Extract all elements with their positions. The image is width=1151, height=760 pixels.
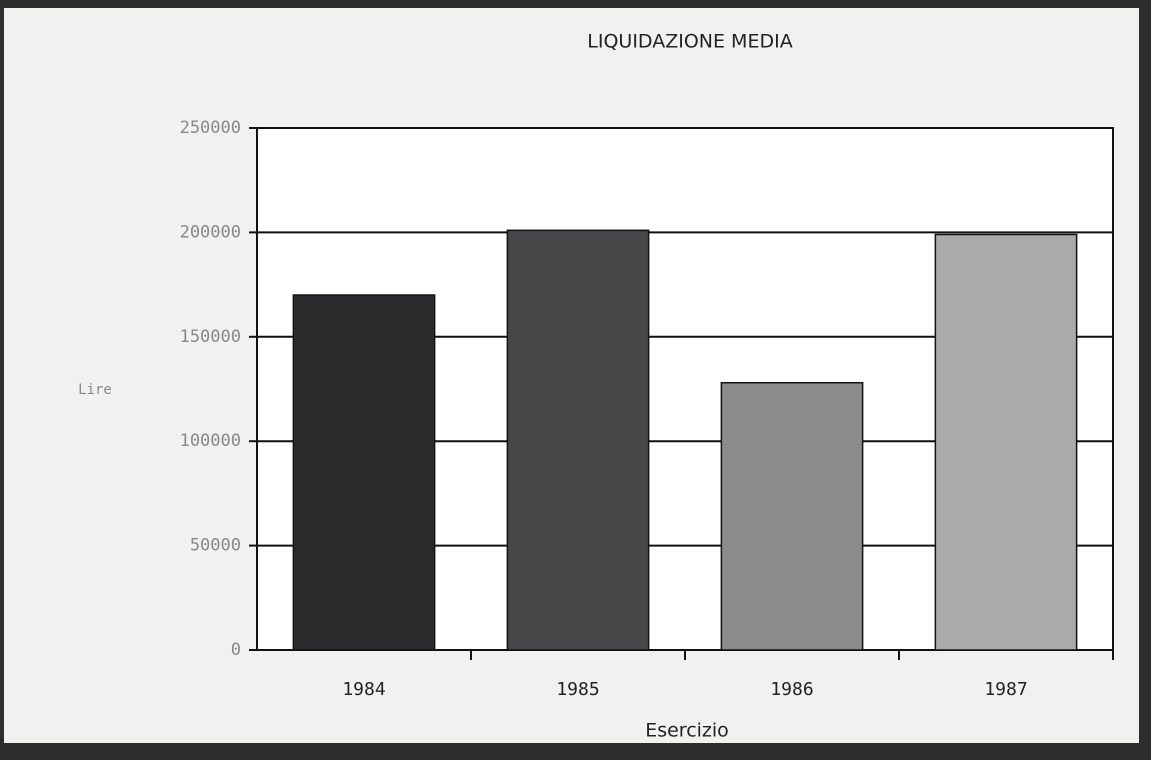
bar <box>292 294 436 651</box>
x-tick-label: 1984 <box>342 679 385 700</box>
y-tick-label: 150000 <box>180 327 241 347</box>
x-tick-label: 1986 <box>770 679 813 700</box>
chart-title: LIQUIDAZIONE MEDIA <box>587 31 792 53</box>
bar <box>720 381 864 651</box>
x-tick-label: 1987 <box>984 679 1027 700</box>
y-tick-label: 0 <box>231 640 241 660</box>
y-axis-label: Lire <box>78 382 112 398</box>
y-tick-label: 250000 <box>180 118 241 138</box>
bar <box>506 229 650 651</box>
x-axis-label: Esercizio <box>645 720 729 742</box>
y-tick-label: 100000 <box>180 431 241 451</box>
y-tick-label: 200000 <box>180 222 241 242</box>
bar <box>934 233 1078 651</box>
y-tick-label: 50000 <box>190 536 241 556</box>
x-tick-label: 1985 <box>556 679 599 700</box>
